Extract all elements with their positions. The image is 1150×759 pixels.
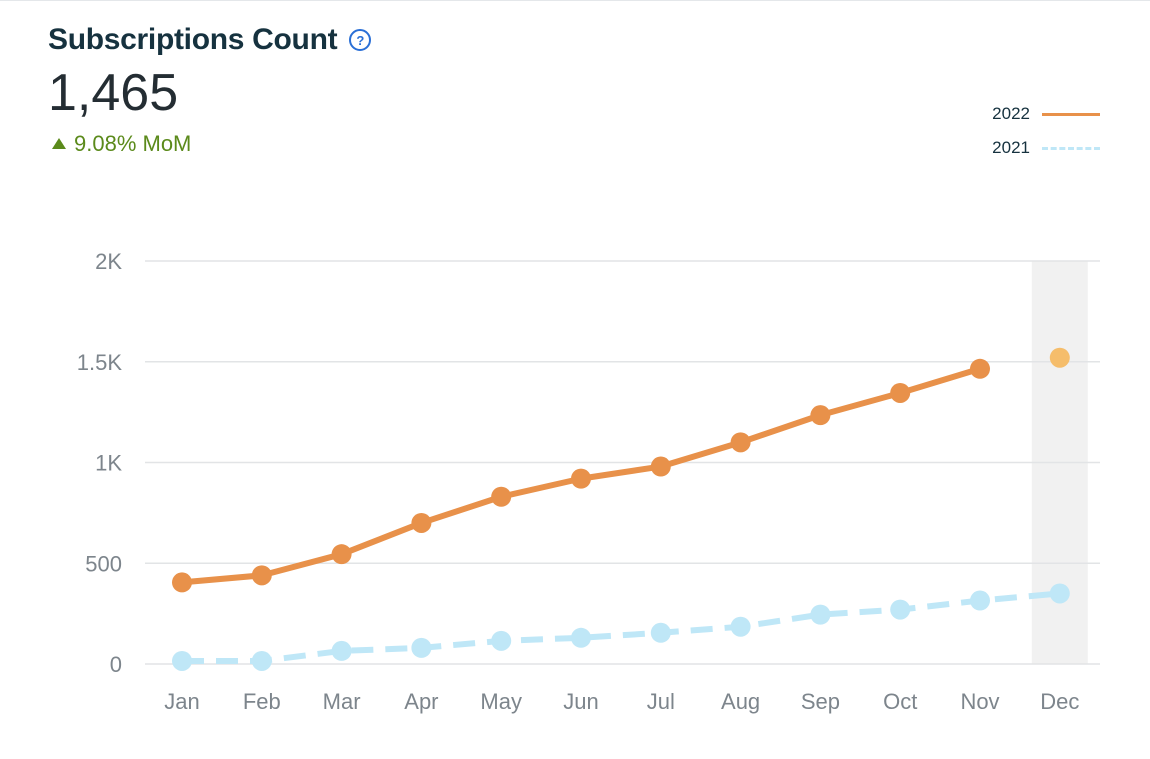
legend-swatch-solid	[1042, 112, 1100, 116]
triangle-up-icon	[52, 137, 66, 149]
delta-text: 9.08% MoM	[74, 131, 192, 156]
point-2021	[730, 616, 751, 637]
x-tick-label: Dec	[1040, 689, 1079, 714]
point-2022	[411, 512, 432, 533]
legend-item-2021[interactable]: 2021	[992, 131, 1100, 165]
point-2021	[491, 630, 512, 651]
point-2022	[571, 468, 591, 489]
title-row: Subscriptions Count ?	[48, 23, 372, 57]
chart-legend: 2022 2021	[992, 97, 1100, 165]
legend-label-2021: 2021	[992, 138, 1030, 157]
legend-swatch-dashed	[1042, 146, 1100, 150]
metric-value: 1,465	[48, 64, 179, 122]
x-tick-label: Feb	[243, 689, 281, 714]
x-tick-label: Mar	[323, 689, 361, 714]
point-2022	[810, 405, 831, 426]
point-2022	[331, 544, 352, 565]
point-2021	[251, 650, 272, 671]
point-2021	[1049, 583, 1070, 604]
x-tick-label: Jul	[647, 689, 675, 714]
y-tick-label: 2K	[95, 249, 122, 274]
point-2022	[970, 358, 990, 379]
y-tick-label: 1K	[95, 451, 122, 476]
point-2021	[890, 599, 911, 620]
y-tick-label: 0	[110, 652, 122, 677]
mom-delta: 9.08% MoM	[52, 131, 191, 157]
point-2021	[810, 604, 831, 625]
point-2021	[411, 637, 432, 658]
x-tick-label: Jun	[563, 689, 598, 714]
point-2022	[650, 456, 671, 477]
point-2022-projected	[1049, 347, 1070, 368]
series-line-2021	[182, 590, 1061, 664]
x-tick-label: Jan	[164, 689, 199, 714]
legend-item-2022[interactable]: 2022	[992, 97, 1100, 131]
point-2022	[251, 565, 272, 586]
point-2021	[650, 622, 671, 643]
point-2021	[571, 627, 591, 648]
y-tick-label: 500	[85, 551, 122, 576]
point-2021	[331, 640, 352, 661]
question-circle-icon[interactable]: ?	[349, 29, 372, 51]
x-tick-label: Nov	[960, 689, 999, 714]
point-2022	[890, 382, 911, 403]
point-2021	[970, 590, 990, 611]
point-2021	[172, 650, 192, 671]
point-2022	[730, 432, 751, 453]
x-tick-label: Oct	[883, 689, 917, 714]
x-tick-label: Apr	[404, 689, 438, 714]
point-2022	[491, 486, 512, 507]
x-tick-label: Aug	[721, 689, 760, 714]
x-tick-label: Sep	[801, 689, 840, 714]
point-2022	[172, 572, 192, 593]
x-tick-label: May	[480, 689, 522, 714]
legend-label-2022: 2022	[992, 104, 1030, 123]
card-title: Subscriptions Count	[48, 23, 338, 56]
y-tick-label: 1.5K	[77, 350, 123, 375]
